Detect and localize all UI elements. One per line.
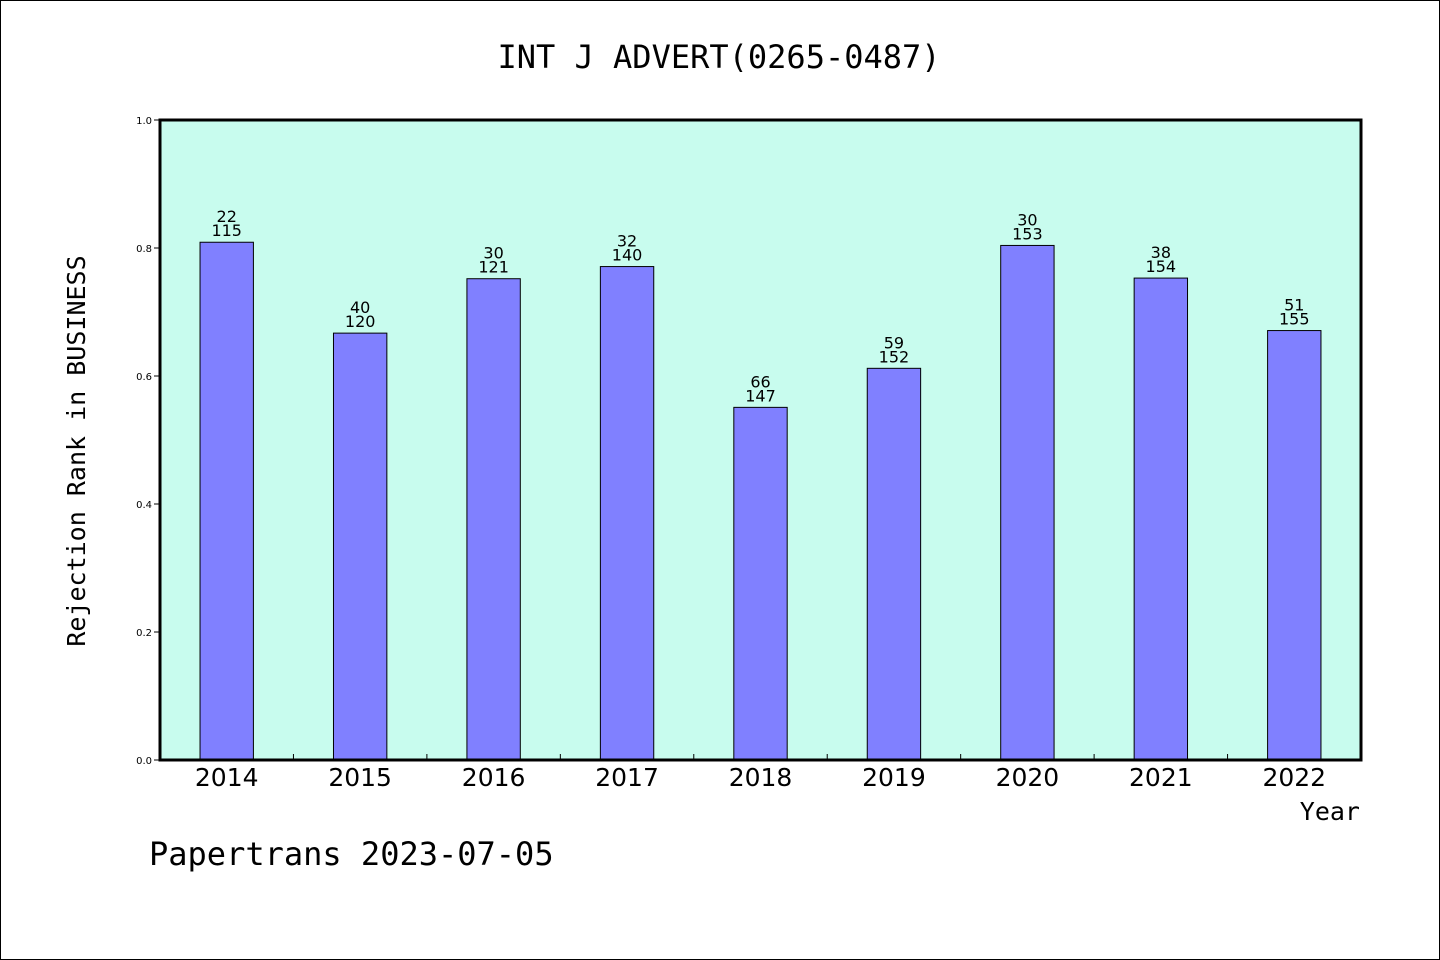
y-tick-label-0.2: 0.2 — [136, 628, 152, 639]
x-tick-label-2016: 2016 — [462, 763, 526, 792]
bar-2019 — [866, 367, 922, 761]
bar-label-rank-2017: 32 — [617, 232, 637, 251]
x-tick-label-2020: 2020 — [996, 763, 1060, 792]
bar-label-total-2022: 155 — [1279, 310, 1310, 329]
bar-2015 — [332, 332, 388, 761]
x-tick-label-2019: 2019 — [862, 763, 926, 792]
x-tick-label-2022: 2022 — [1262, 763, 1326, 792]
chart-title: INT J ADVERT(0265-0487) — [497, 38, 940, 76]
bar-labels: 2211540120301213214066147591523015338154… — [211, 207, 1309, 405]
bar-label-rank-2021: 38 — [1151, 243, 1171, 262]
bar-label-rank-2015: 40 — [350, 298, 370, 317]
bar-label-rank-2016: 30 — [483, 244, 503, 263]
bar-label-total-2014: 115 — [211, 221, 242, 240]
x-axis-title: Year — [1300, 797, 1360, 826]
footer-credit: Papertrans 2023-07-05 — [149, 835, 554, 873]
y-tick-label-0.8: 0.8 — [136, 244, 152, 255]
bar-label-rank-2022: 51 — [1284, 296, 1304, 315]
bar-2020 — [1000, 244, 1055, 761]
x-tick-label-2014: 2014 — [195, 763, 259, 792]
y-tick-label-0.4: 0.4 — [136, 500, 152, 511]
bar-label-total-2016: 121 — [478, 258, 509, 277]
x-tick-label-2017: 2017 — [595, 763, 659, 792]
bar-2016 — [466, 278, 521, 761]
plot-frame — [158, 118, 1363, 762]
bar-label-rank-2020: 30 — [1017, 210, 1037, 229]
bar-label-total-2015: 120 — [345, 312, 376, 331]
x-tick-label-2015: 2015 — [328, 763, 392, 792]
bar-2022 — [1267, 330, 1322, 761]
bars — [199, 241, 1322, 761]
bar-label-rank-2014: 22 — [217, 207, 237, 226]
bar-2018 — [733, 406, 788, 761]
y-tick-label-0.6: 0.6 — [136, 372, 152, 383]
bar-2021 — [1133, 277, 1189, 761]
bar-label-rank-2018: 66 — [750, 372, 770, 391]
bar-label-total-2021: 154 — [1146, 257, 1177, 276]
bar-label-total-2019: 152 — [879, 347, 910, 366]
bar-2014 — [199, 241, 254, 761]
bar-label-rank-2019: 59 — [884, 333, 904, 352]
y-tick-label-0.0: 0.0 — [136, 756, 152, 767]
bar-label-total-2020: 153 — [1012, 224, 1043, 243]
bar-label-total-2017: 140 — [612, 246, 643, 265]
y-axis-title: Rejection Rank in BUSINESS — [62, 255, 91, 646]
y-tick-label-1.0: 1.0 — [136, 116, 152, 127]
x-axis: 2014 2015 2016 2017 2018 2019 2020 2021 2022 — [195, 754, 1326, 792]
x-tick-label-2018: 2018 — [729, 763, 793, 792]
x-tick-label-2021: 2021 — [1129, 763, 1193, 792]
bar-2017 — [599, 266, 655, 761]
bar-label-total-2018: 147 — [745, 386, 776, 405]
y-axis: 0.0 0.2 0.4 0.6 0.8 1.0 — [136, 116, 160, 767]
